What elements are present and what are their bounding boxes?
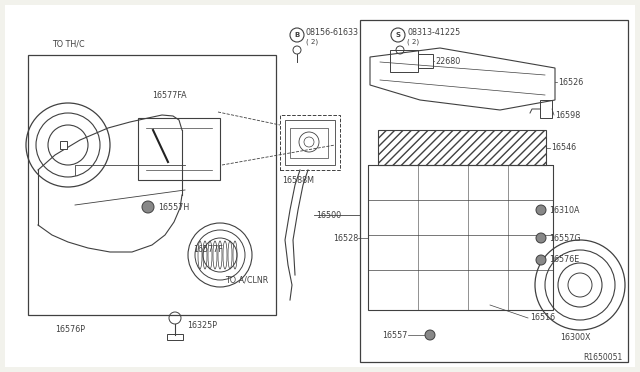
Text: 16546: 16546 (551, 143, 576, 152)
Text: 16588M: 16588M (282, 176, 314, 185)
Text: 16557H: 16557H (158, 202, 189, 212)
Text: TO TH/C: TO TH/C (52, 39, 84, 48)
Text: R1650051: R1650051 (583, 353, 622, 362)
Circle shape (536, 233, 546, 243)
Text: 16576P: 16576P (55, 326, 85, 334)
Circle shape (536, 205, 546, 215)
Text: S: S (396, 32, 401, 38)
Circle shape (536, 255, 546, 265)
Text: B: B (294, 32, 300, 38)
Text: 16500: 16500 (316, 211, 341, 219)
Text: 16325P: 16325P (187, 321, 217, 330)
Text: 16300X: 16300X (560, 333, 591, 341)
Text: 16577F: 16577F (193, 246, 223, 254)
Text: 08313-41225: 08313-41225 (407, 28, 460, 36)
Text: 16310A: 16310A (549, 205, 579, 215)
Text: TO A/CLNR: TO A/CLNR (225, 276, 268, 285)
Text: 22680: 22680 (435, 57, 460, 65)
Circle shape (142, 201, 154, 213)
FancyBboxPatch shape (60, 141, 67, 149)
Text: 08156-61633: 08156-61633 (306, 28, 359, 36)
Text: 16557G: 16557G (549, 234, 580, 243)
Text: 16598: 16598 (555, 110, 580, 119)
Text: 16526: 16526 (558, 77, 583, 87)
Text: ( 2): ( 2) (306, 39, 318, 45)
Text: ( 2): ( 2) (407, 39, 419, 45)
Text: 16577FA: 16577FA (152, 90, 187, 99)
Text: 16576E: 16576E (549, 256, 579, 264)
Circle shape (425, 330, 435, 340)
FancyBboxPatch shape (5, 5, 635, 367)
Text: 16557: 16557 (383, 330, 408, 340)
Text: 16528: 16528 (333, 234, 358, 243)
Text: 16516: 16516 (530, 314, 555, 323)
